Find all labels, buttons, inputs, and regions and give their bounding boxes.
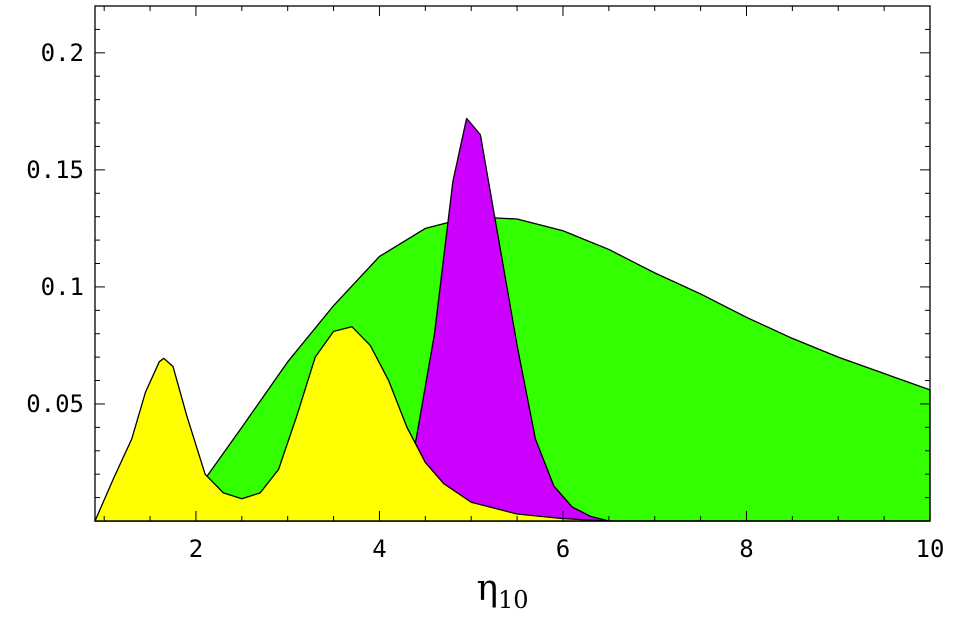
plot-frame [94, 5, 931, 522]
x-tick-label: 8 [739, 535, 753, 563]
x-axis-label-subscript: 10 [498, 586, 529, 614]
x-axis-label: η10 [476, 568, 528, 614]
series-area-2 [94, 117, 931, 522]
x-tick-label: 6 [556, 535, 570, 563]
y-tick-label: 0.15 [26, 156, 84, 184]
x-tick-label: 10 [916, 535, 945, 563]
y-tick-label: 0.1 [41, 273, 84, 301]
series-layer [94, 117, 931, 522]
tick-labels-layer: 2 4 6 8 10 0.05 0.1 0.15 0.2 [26, 39, 944, 563]
x-tick-label: 2 [189, 535, 203, 563]
y-tick-label: 0.2 [41, 39, 84, 67]
ticks-layer [95, 5, 931, 521]
y-tick-label: 0.05 [26, 390, 84, 418]
series-area-3 [94, 326, 931, 522]
x-axis-label-symbol: η [476, 568, 498, 609]
x-tick-label: 4 [372, 535, 386, 563]
